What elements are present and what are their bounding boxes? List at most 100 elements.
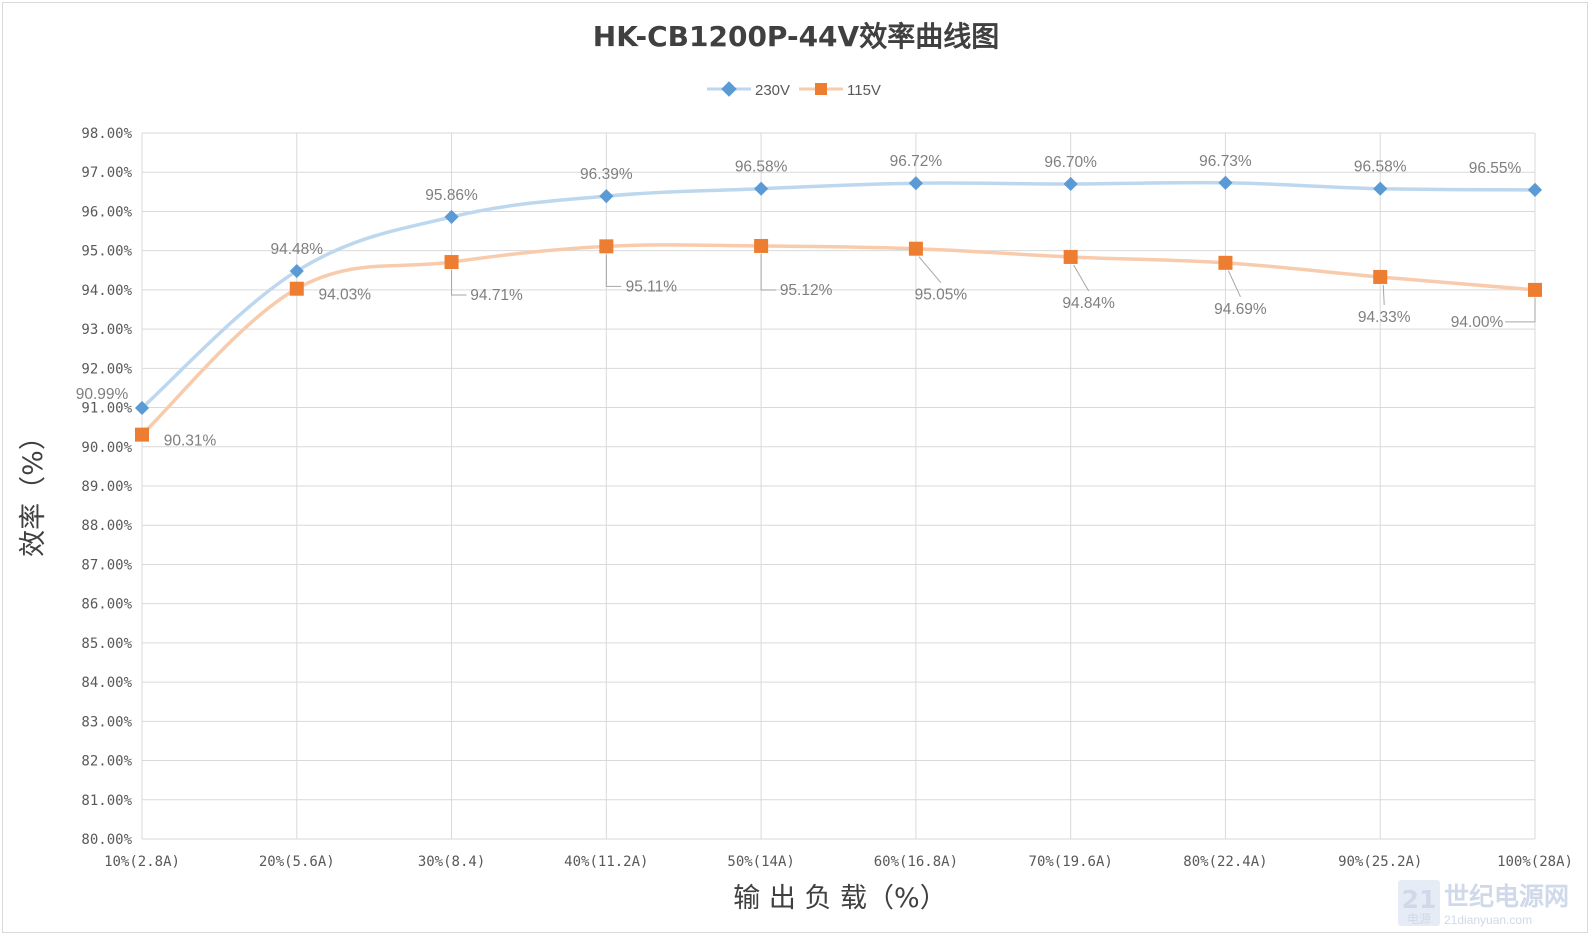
data-label-115v: 94.84% — [1062, 295, 1115, 312]
legend: 230V 115V — [707, 81, 881, 99]
y-tick-label: 80.00% — [81, 832, 132, 848]
data-label-115v: 94.71% — [470, 287, 523, 304]
y-tick-label: 89.00% — [81, 479, 132, 495]
data-label-115v: 94.00% — [1451, 314, 1504, 331]
y-tick-label: 96.00% — [81, 204, 132, 220]
leader-line — [918, 256, 942, 284]
data-label-230v: 96.73% — [1199, 153, 1252, 170]
marker-115v — [444, 255, 459, 270]
data-label-230v: 96.55% — [1469, 160, 1522, 177]
y-tick-label: 87.00% — [81, 557, 132, 573]
data-label-230v: 95.86% — [425, 187, 478, 204]
leader-line — [760, 253, 777, 291]
x-tick-label: 70%(19.6A) — [1029, 854, 1113, 870]
data-label-115v: 95.05% — [915, 287, 968, 304]
data-label-230v: 90.99% — [76, 386, 129, 403]
marker-230v — [1373, 181, 1388, 196]
y-tick-label: 91.00% — [81, 401, 132, 417]
series-markers — [134, 175, 1543, 442]
x-tick-label: 90%(25.2A) — [1338, 854, 1422, 870]
legend-marker-230v — [721, 81, 737, 97]
leader-line — [605, 254, 622, 287]
marker-115v — [1218, 255, 1233, 270]
marker-115v — [1373, 269, 1388, 284]
marker-115v — [289, 281, 304, 296]
marker-115v — [1063, 249, 1078, 264]
gridlines — [141, 132, 1536, 840]
marker-230v — [289, 263, 304, 279]
chart-title: HK-CB1200P-44V效率曲线图 — [593, 20, 999, 53]
data-label-230v: 96.72% — [890, 153, 943, 170]
marker-115v — [754, 238, 769, 253]
legend-item-115v[interactable]: 115V — [799, 82, 881, 99]
series-line-230v — [140, 180, 1536, 410]
x-axis-tick-labels: 10%(2.8A) 20%(5.6A) 30%(8.4) 40%(11.2A) 50%(… — [104, 854, 1573, 870]
y-tick-label: 88.00% — [81, 518, 132, 534]
marker-230v — [1218, 175, 1233, 190]
marker-115v — [1528, 282, 1542, 297]
data-label-230v: 96.58% — [1354, 159, 1407, 176]
y-tick-label: 81.00% — [81, 793, 132, 809]
label-leader-lines — [451, 253, 1536, 323]
x-tick-label: 40%(11.2A) — [564, 854, 648, 870]
leader-line — [451, 270, 467, 296]
legend-label-230v: 230V — [755, 82, 790, 99]
x-tick-label: 30%(8.4) — [418, 854, 485, 870]
y-tick-label: 84.00% — [81, 675, 132, 691]
data-label-115v: 94.03% — [318, 287, 371, 304]
y-tick-label: 92.00% — [81, 361, 132, 377]
legend-marker-115v — [815, 83, 827, 95]
marker-115v — [599, 239, 614, 254]
marker-230v — [1063, 176, 1078, 192]
watermark-brand: 世纪电源网 — [1444, 882, 1569, 911]
data-label-230v: 94.48% — [270, 241, 323, 258]
legend-label-115v: 115V — [847, 82, 881, 99]
leader-line — [1505, 297, 1536, 323]
data-label-115v: 94.69% — [1214, 301, 1267, 318]
data-label-230v: 96.39% — [580, 166, 633, 183]
data-label-115v: 90.31% — [164, 433, 217, 450]
data-label-230v: 96.58% — [735, 159, 788, 176]
x-tick-label: 100%(28A) — [1497, 854, 1573, 870]
marker-230v — [134, 400, 150, 416]
marker-115v — [135, 427, 149, 442]
watermark-sub: 电源 — [1407, 912, 1431, 926]
watermark-badge — [1398, 880, 1440, 926]
x-tick-label: 50%(14A) — [727, 854, 794, 870]
leader-line — [1227, 270, 1241, 298]
x-tick-label: 20%(5.6A) — [259, 854, 335, 870]
y-tick-label: 97.00% — [81, 165, 132, 181]
y-axis-tick-labels: 80.00% 81.00% 82.00% 83.00% 84.00% 85.00% 86.0… — [81, 126, 132, 848]
y-tick-label: 93.00% — [81, 322, 132, 338]
x-axis-title: 输 出 负 载（%） — [733, 883, 946, 914]
y-axis-title: 效率（%） — [18, 423, 49, 557]
series-line-115v — [140, 243, 1536, 436]
x-tick-label: 80%(22.4A) — [1183, 854, 1267, 870]
data-label-115v: 95.11% — [626, 278, 678, 295]
x-tick-label: 10%(2.8A) — [104, 854, 180, 870]
watermark-number: 21 — [1402, 885, 1437, 914]
leader-line — [1382, 284, 1385, 305]
watermark-url: 21dianyuan.com — [1444, 913, 1532, 927]
marker-115v — [908, 241, 923, 256]
marker-230v — [1527, 182, 1543, 197]
y-tick-label: 83.00% — [81, 714, 132, 730]
marker-230v — [444, 209, 459, 225]
y-tick-label: 98.00% — [81, 126, 132, 142]
marker-230v — [908, 176, 923, 191]
y-tick-label: 95.00% — [81, 244, 132, 260]
series-lines — [140, 180, 1536, 436]
data-label-115v: 95.12% — [780, 282, 833, 299]
marker-230v — [754, 181, 769, 196]
x-tick-label: 60%(16.8A) — [874, 854, 958, 870]
leader-line — [1073, 264, 1090, 292]
data-label-115v: 94.33% — [1358, 309, 1411, 326]
y-tick-label: 90.00% — [81, 440, 132, 456]
data-label-230v: 96.70% — [1044, 154, 1097, 171]
legend-item-230v[interactable]: 230V — [707, 81, 790, 99]
y-tick-label: 85.00% — [81, 636, 132, 652]
y-tick-label: 86.00% — [81, 597, 132, 613]
y-tick-label: 82.00% — [81, 754, 132, 770]
